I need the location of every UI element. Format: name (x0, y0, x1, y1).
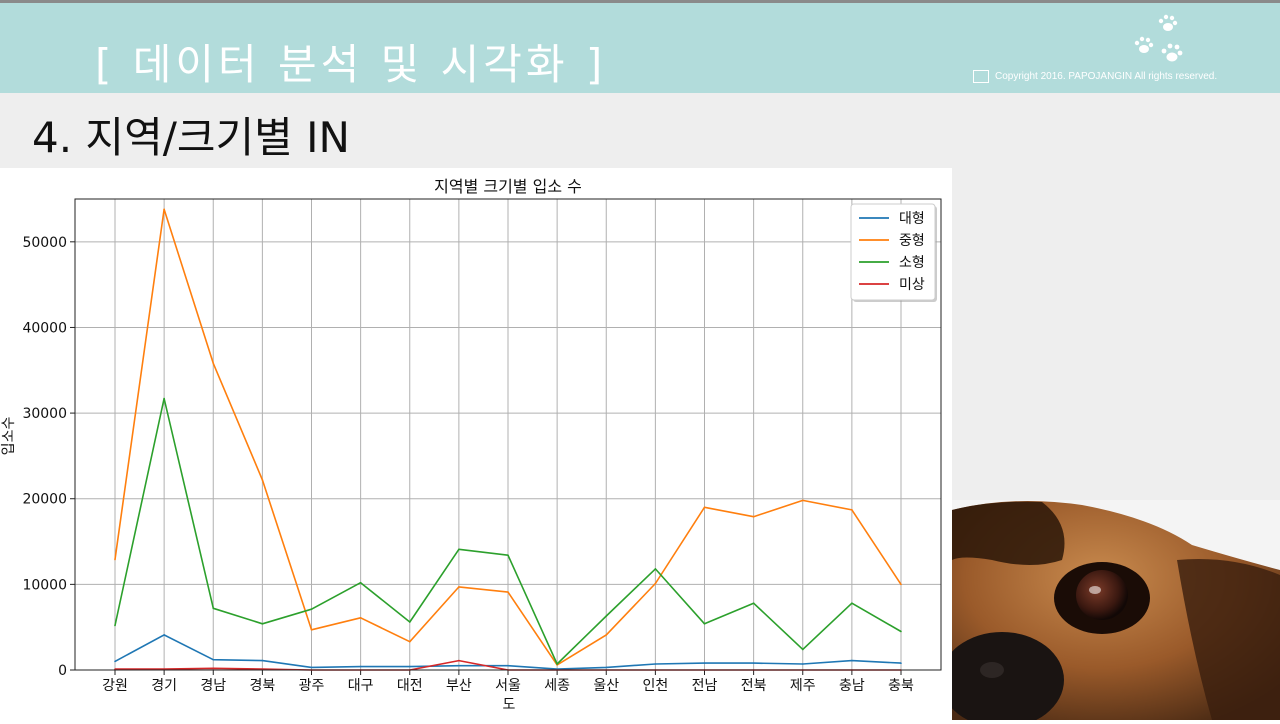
data-point (605, 615, 608, 617)
x-tick-label: 경북 (249, 678, 275, 694)
data-point (801, 499, 804, 502)
x-tick-label: 강원 (102, 678, 128, 694)
data-point (900, 662, 902, 664)
data-point (408, 621, 411, 623)
x-tick-label: 경기 (151, 678, 177, 694)
data-point (507, 591, 509, 593)
data-point (851, 602, 853, 605)
data-point (408, 665, 411, 668)
data-point (163, 208, 165, 211)
x-tick-label: 광주 (299, 678, 325, 694)
y-tick-label: 50000 (22, 235, 67, 251)
copyright-label: Copyright 2016. PAPOJANGIN All rights re… (995, 71, 1218, 83)
y-tick-label: 30000 (22, 406, 67, 422)
data-point (752, 662, 755, 664)
data-point (703, 506, 706, 509)
data-point (114, 558, 116, 561)
x-tick-label: 대전 (397, 678, 423, 694)
y-tick-label: 10000 (22, 577, 67, 593)
data-point (114, 624, 116, 627)
header-band: [ 데이터 분석 및 시각화 ] Copyright 2016. PAPOJAN… (0, 3, 1280, 93)
data-point (900, 583, 902, 586)
data-point (752, 602, 755, 605)
data-point (310, 608, 313, 610)
data-point (458, 664, 460, 667)
data-point (605, 634, 608, 636)
y-tick-label: 0 (58, 663, 67, 679)
data-point (900, 630, 902, 633)
y-tick-label: 40000 (22, 320, 67, 336)
line-chart: 지역별 크기별 입소 수 01000020000300004000050000 … (1, 177, 942, 713)
data-point (605, 666, 608, 669)
data-point (458, 548, 460, 551)
legend-label: 소형 (899, 255, 925, 271)
data-point (458, 659, 460, 662)
copyright-text: Copyright 2016. PAPOJANGIN All rights re… (973, 70, 1217, 83)
x-tick-label: 부산 (446, 678, 472, 694)
legend-label: 중형 (899, 233, 925, 249)
data-point (507, 664, 509, 667)
data-point (458, 586, 460, 588)
data-point (212, 658, 215, 661)
x-tick-label: 제주 (790, 678, 816, 694)
x-tick-label: 충남 (839, 678, 865, 694)
data-point (114, 660, 116, 663)
slide-header-title: [ 데이터 분석 및 시각화 ] (95, 40, 607, 89)
dog-photo (952, 500, 1280, 720)
data-point (556, 663, 558, 665)
x-tick-label: 인천 (642, 678, 668, 694)
data-point (507, 554, 509, 557)
copyright-logo-icon (973, 70, 989, 83)
data-point (359, 581, 362, 584)
data-point (261, 659, 264, 662)
data-point (163, 634, 165, 636)
data-point (212, 362, 215, 365)
paw-prints-icon (1134, 14, 1183, 62)
x-tick-label: 전북 (741, 678, 767, 694)
top-border (0, 0, 1280, 3)
grid-lines (75, 199, 941, 671)
data-point (212, 607, 215, 610)
data-point (408, 640, 411, 643)
data-point (359, 616, 362, 619)
x-axis-ticks: 강원 경기 경남 경북 광주 대구 대전 부산 서울 세종 울산 인천 전남 전북 제주 충남 충북 (102, 670, 914, 694)
x-tick-label: 울산 (593, 678, 619, 694)
legend-label: 대형 (899, 211, 925, 227)
data-point (703, 622, 706, 625)
x-axis-label: 도 (503, 697, 516, 713)
data-point (752, 515, 755, 518)
data-point (359, 665, 362, 668)
data-point (212, 667, 215, 670)
chart-title: 지역별 크기별 입소 수 (434, 177, 582, 196)
x-tick-label: 경남 (200, 678, 226, 694)
x-tick-label: 세종 (544, 678, 570, 694)
x-tick-label: 충북 (888, 678, 914, 694)
x-tick-label: 전남 (692, 678, 718, 694)
legend-box (850, 203, 936, 301)
data-point (703, 662, 706, 664)
section-title: 4. 지역/크기별 IN (32, 113, 350, 162)
data-point (310, 666, 313, 669)
y-axis-ticks: 0 10000 20000 30000 40000 50000 (22, 235, 75, 679)
y-tick-label: 20000 (22, 492, 67, 508)
data-point (801, 663, 804, 665)
data-point (654, 568, 657, 570)
data-point (261, 479, 264, 481)
y-axis-label: 입소수 (1, 417, 17, 456)
data-point (261, 622, 264, 625)
data-point (654, 582, 657, 585)
data-point (654, 663, 657, 665)
legend-label: 미상 (899, 277, 925, 293)
data-point (801, 648, 804, 651)
data-point (163, 397, 165, 400)
data-point (851, 509, 853, 511)
data-point (310, 628, 313, 631)
plot-frame (74, 198, 942, 671)
x-tick-label: 서울 (495, 678, 521, 694)
data-point (851, 659, 853, 662)
chart-panel: 지역별 크기별 입소 수 0 10000 20000 30000 40000 50000 … (0, 168, 952, 720)
x-tick-label: 대구 (348, 678, 374, 694)
